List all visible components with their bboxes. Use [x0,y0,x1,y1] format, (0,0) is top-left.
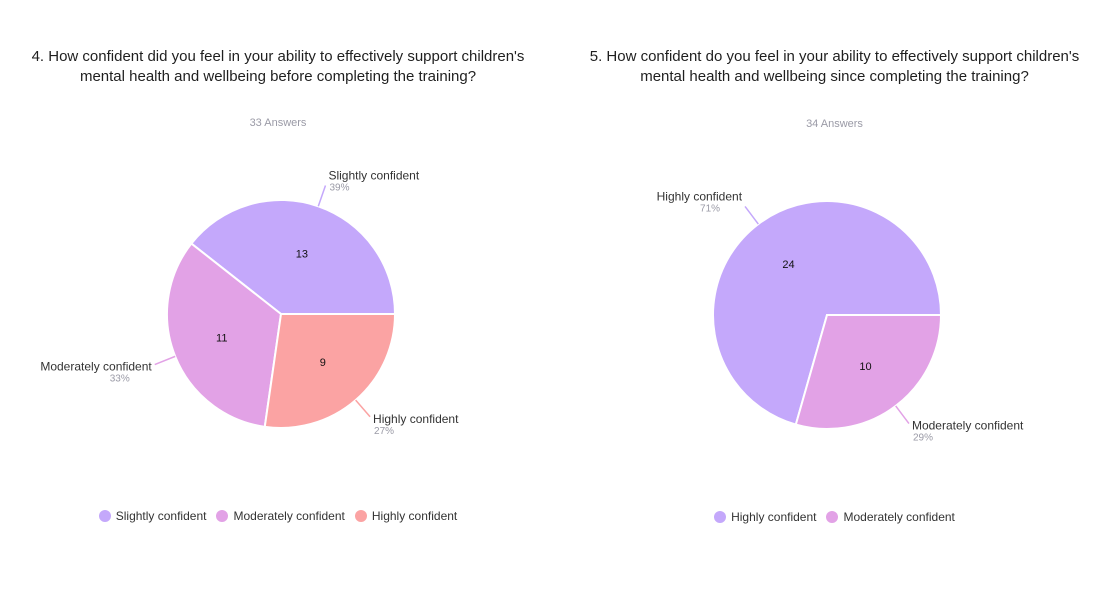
slice-value-label: 10 [859,361,871,373]
legend-label: Highly confident [731,510,817,524]
legend-swatch [98,510,111,522]
answer-count: 33 Answers [249,117,307,129]
legend-swatch [714,511,727,523]
slice-name-label: Moderately confident [40,360,152,374]
legend-swatch [216,510,229,522]
legend-item-moderately-confident: Moderately confident [216,509,345,523]
legend-item-highly-confident: Highly confident [354,509,458,523]
slice-name-label: Slightly confident [328,168,419,182]
legend-label: Moderately confident [843,510,955,524]
legend-item-highly-confident: Highly confident [714,510,816,524]
pie-slice-highly-confident [712,200,943,426]
chart-title: 4. How confident did you feel in your ab… [31,48,525,85]
chart-panel-q5: 5. How confident do you feel in your abi… [556,0,1113,606]
callout-line [744,206,759,225]
callout-line [317,185,327,207]
slice-value-label: 9 [320,357,326,369]
chart-legend: Highly confident Moderately confident [556,510,1113,524]
slice-percent-label: 27% [374,426,394,437]
slice-percent-label: 39% [329,182,349,193]
callout-line [355,399,371,418]
slice-name-label: Moderately confident [912,419,1024,433]
slice-name-label: Highly confident [657,189,743,203]
chart-legend: Slightly confident Moderately confident Hi… [0,509,556,523]
chart-title: 5. How confident do you feel in your abi… [589,48,1080,85]
legend-swatch [826,511,839,523]
slice-percent-label: 33% [110,374,130,385]
legend-swatch [354,510,367,522]
pie-slice-moderately-confident [794,314,943,430]
legend-item-slightly-confident: Slightly confident [98,509,207,523]
slice-value-label: 11 [216,333,227,345]
legend-label: Highly confident [371,509,458,523]
pie-slice-moderately-confident [166,242,283,428]
answer-count: 34 Answers [806,118,863,130]
legend-item-moderately-confident: Moderately confident [826,510,955,524]
slice-value-label: 24 [782,259,794,271]
slice-value-label: 13 [296,249,308,261]
legend-label: Slightly confident [115,509,207,523]
slice-name-label: Highly confident [373,412,459,426]
legend-label: Moderately confident [233,509,345,523]
pie-slice-slightly-confident [189,199,397,315]
callout-line [895,405,910,424]
slice-percent-label: 29% [913,433,933,444]
slice-percent-label: 71% [700,203,720,214]
chart-panel-q4: 4. How confident did you feel in your ab… [0,0,556,606]
callout-line [154,355,176,366]
